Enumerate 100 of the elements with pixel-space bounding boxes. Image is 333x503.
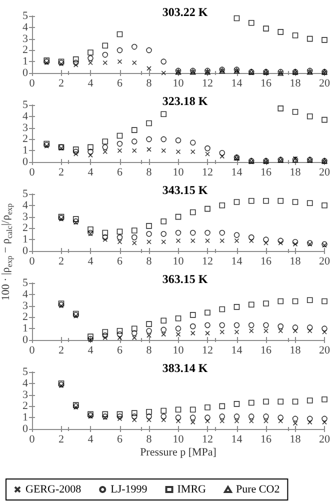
x-tick-label: 6 <box>117 344 123 356</box>
point <box>131 228 138 234</box>
point <box>190 230 196 236</box>
point <box>234 232 240 238</box>
y-tick-label: 1 <box>22 56 28 68</box>
point <box>322 396 328 402</box>
point <box>190 414 196 420</box>
point <box>146 417 152 422</box>
point <box>322 416 328 422</box>
x-tick-label: 14 <box>231 166 243 178</box>
point <box>322 202 328 208</box>
x-tick-label: 2 <box>58 78 64 90</box>
point <box>73 62 78 68</box>
x-tick-label: 4 <box>88 344 94 356</box>
point <box>204 206 210 212</box>
x-tick-label: 20 <box>319 78 330 90</box>
point <box>234 15 240 22</box>
x-tick-label: 12 <box>202 256 213 268</box>
point <box>263 398 269 405</box>
point <box>220 238 225 244</box>
y-tick-label: 0 <box>22 423 28 435</box>
point <box>102 230 108 236</box>
point <box>176 238 181 244</box>
point <box>116 234 123 240</box>
point <box>292 324 298 330</box>
point <box>102 237 108 242</box>
point <box>278 238 284 244</box>
point <box>72 60 79 66</box>
point <box>264 70 268 76</box>
point <box>248 20 254 26</box>
point <box>146 409 152 415</box>
point <box>73 152 78 156</box>
x-tick-label: 16 <box>260 344 272 356</box>
point <box>72 218 79 224</box>
y-tick-label: 3 <box>22 388 28 401</box>
point <box>307 328 312 334</box>
x-tick-label: 8 <box>146 256 152 268</box>
x-tick-label: 2 <box>58 256 64 268</box>
x-tick-label: 18 <box>290 256 302 268</box>
x-tick-label: 12 <box>202 434 213 446</box>
x-tick-label: 16 <box>260 256 272 268</box>
point <box>160 136 167 142</box>
point <box>248 418 254 424</box>
point <box>220 154 225 159</box>
x-tick-label: 14 <box>231 434 243 446</box>
point <box>131 326 138 332</box>
point <box>234 199 240 205</box>
point <box>176 149 181 154</box>
point <box>278 398 284 405</box>
point <box>160 111 167 118</box>
point <box>175 406 182 413</box>
point <box>278 323 284 330</box>
x-tick-label: 6 <box>117 434 123 446</box>
point <box>102 332 108 338</box>
point <box>219 230 226 236</box>
point <box>278 414 284 420</box>
x-tick-label: 18 <box>290 78 302 90</box>
point <box>88 148 94 155</box>
x-tick-label: 10 <box>172 78 184 90</box>
point <box>264 328 268 334</box>
point <box>176 332 181 337</box>
y-tick-label: 3 <box>22 32 28 45</box>
x-tick-label: 2 <box>58 344 64 356</box>
point <box>220 418 225 424</box>
point <box>132 60 137 66</box>
point <box>292 108 298 115</box>
point <box>102 335 108 340</box>
point <box>131 44 138 50</box>
y-tick-label: 0 <box>22 156 28 168</box>
point <box>131 410 138 416</box>
point <box>205 238 210 244</box>
x-tick-label: 6 <box>117 78 123 90</box>
point <box>248 322 254 328</box>
x-tick-label: 8 <box>146 344 152 356</box>
point <box>88 336 94 342</box>
point <box>175 326 182 332</box>
legend-label: GERG-2008 <box>26 484 82 496</box>
point <box>146 223 152 229</box>
point <box>160 231 167 237</box>
point <box>72 216 79 222</box>
point <box>204 310 210 316</box>
y-tick-label: 5 <box>22 10 28 22</box>
point <box>307 420 312 425</box>
point <box>146 239 152 244</box>
point <box>116 414 123 420</box>
y-tick-label: 4 <box>22 110 28 122</box>
point <box>292 298 298 304</box>
point <box>88 230 94 236</box>
point <box>161 148 166 153</box>
point <box>102 234 108 240</box>
y-tick-label: 4 <box>22 199 28 212</box>
point <box>88 144 94 150</box>
point <box>175 414 182 420</box>
point <box>117 239 122 244</box>
point <box>131 138 138 144</box>
point <box>146 333 152 338</box>
point <box>292 70 298 76</box>
point <box>88 60 93 66</box>
point <box>131 330 138 336</box>
point <box>176 418 181 424</box>
